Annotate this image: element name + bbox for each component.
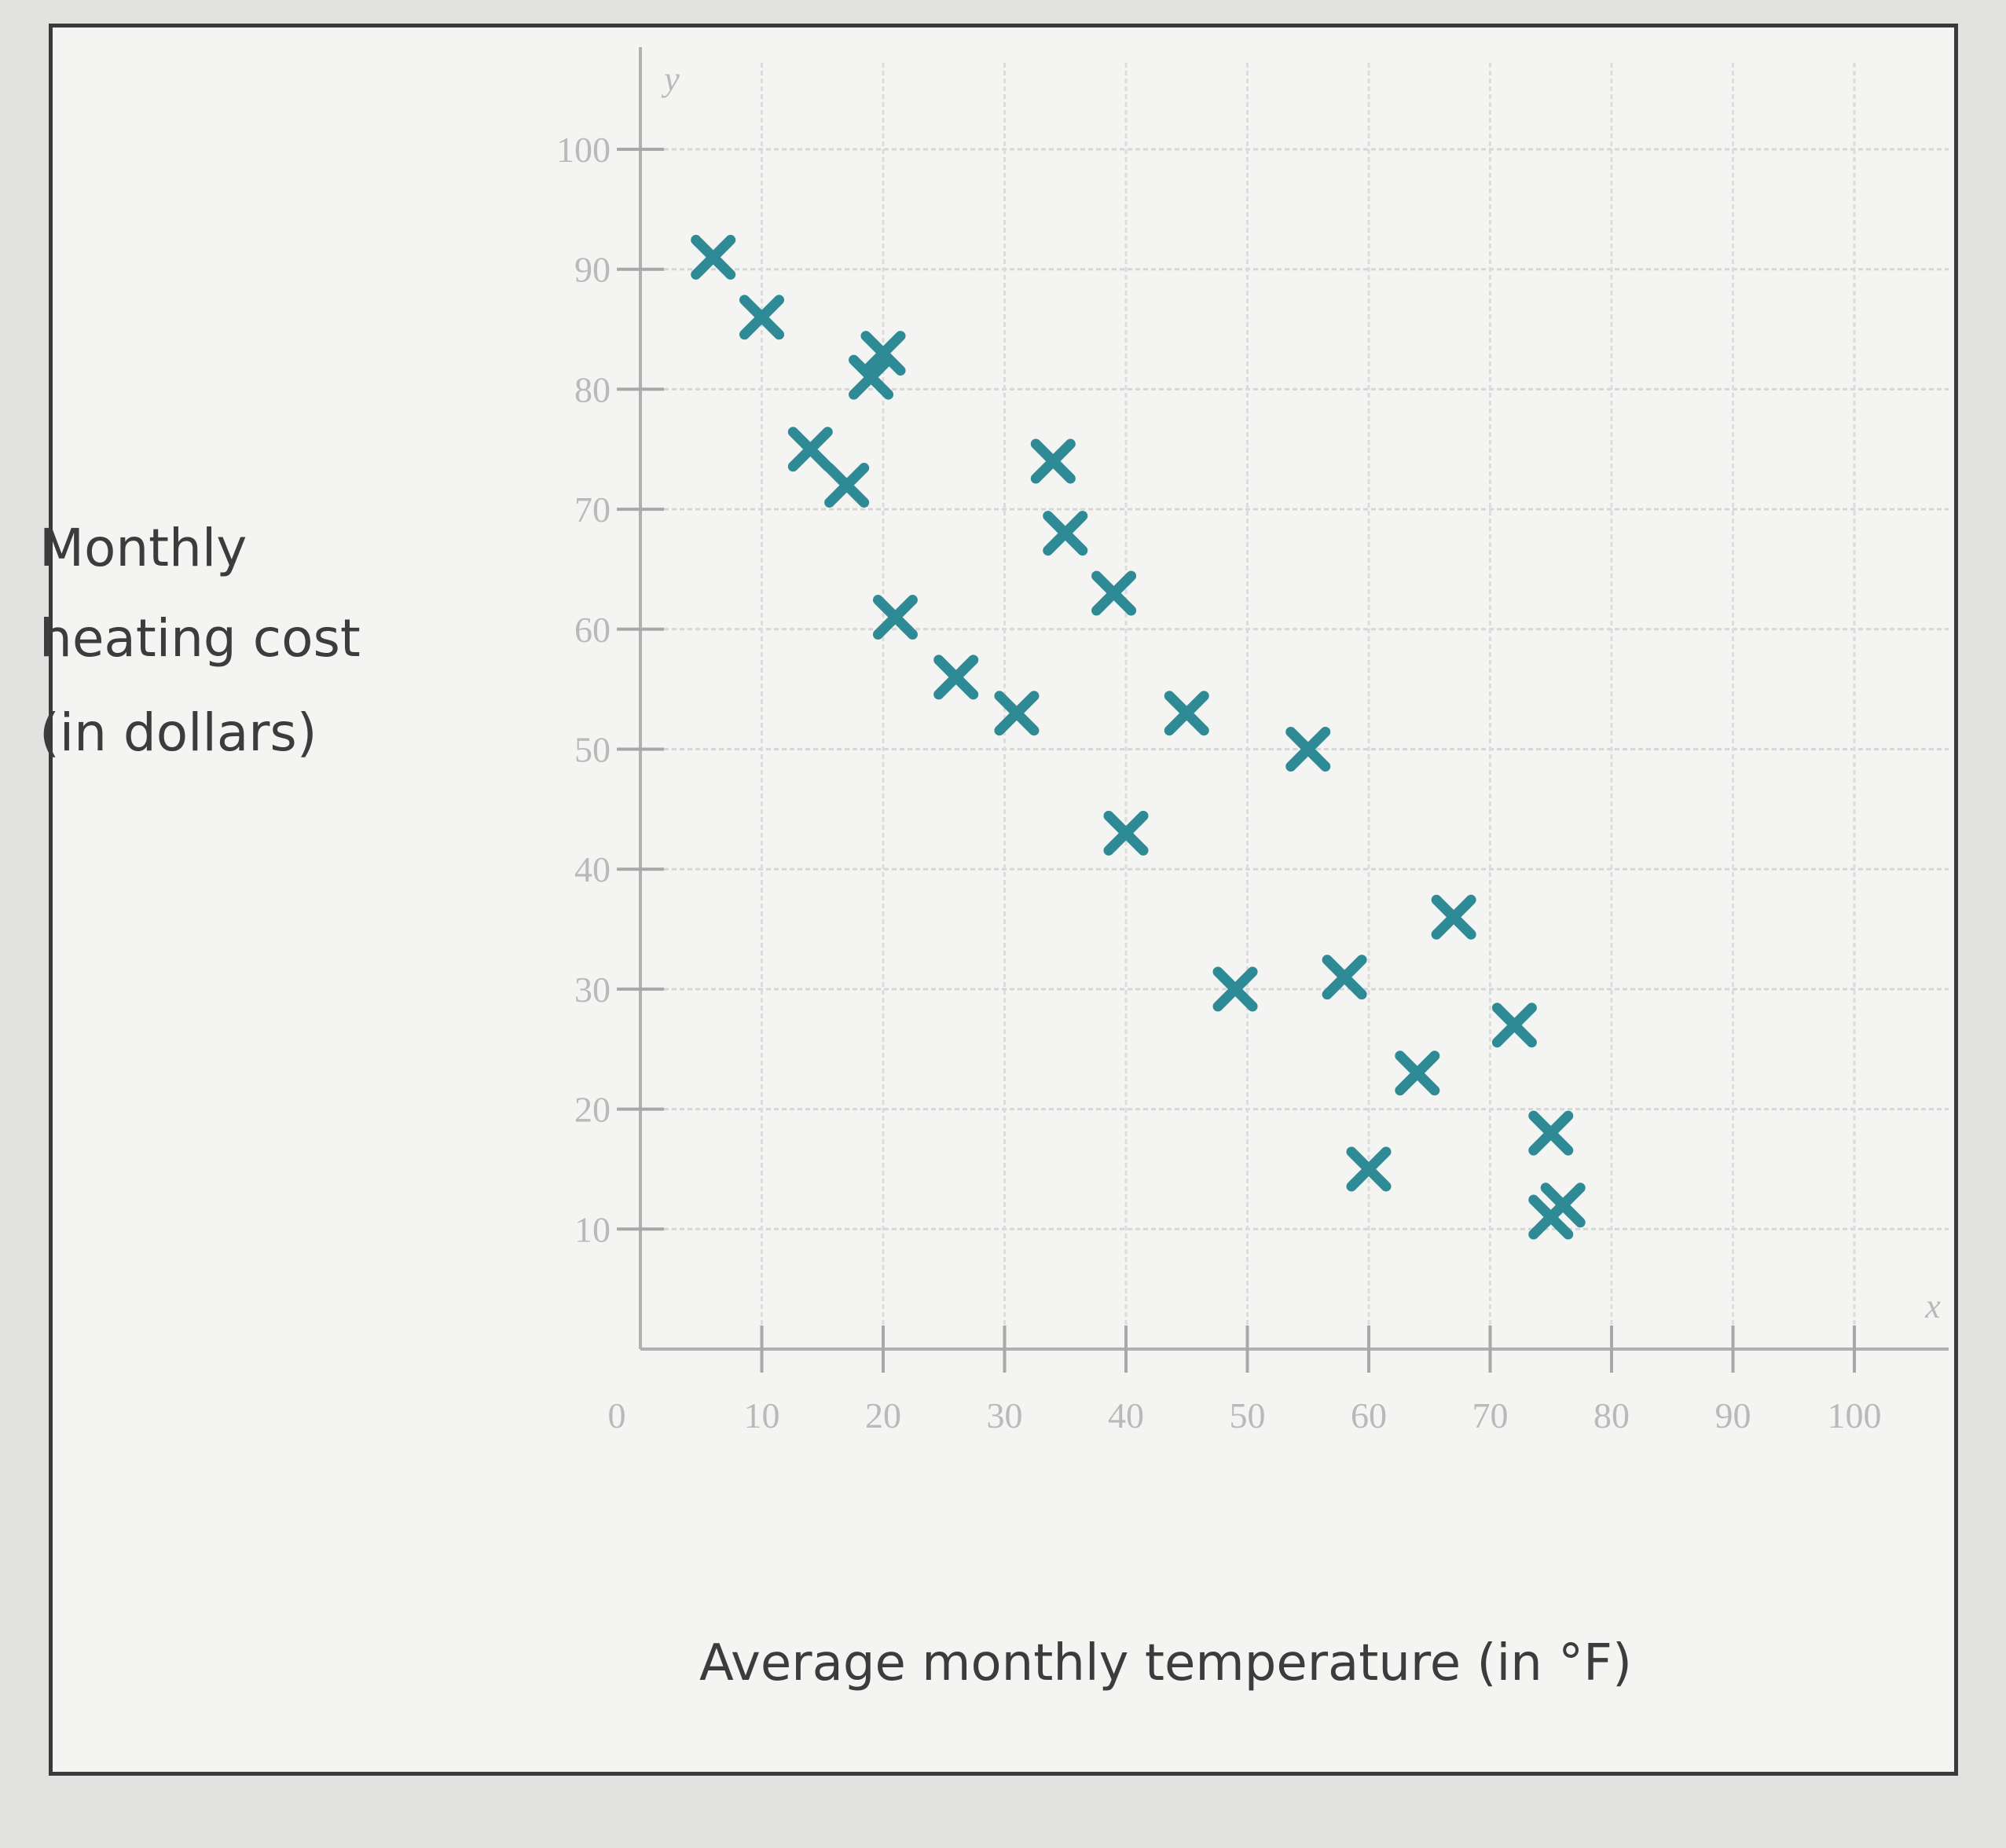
data-point-stroke — [1528, 1110, 1574, 1156]
x-axis-letter: x — [1924, 1287, 1941, 1326]
data-point-stroke — [1103, 810, 1149, 856]
data-point-stroke — [1030, 438, 1076, 484]
data-point-stroke — [1285, 727, 1331, 772]
data-point-19 — [1395, 1050, 1440, 1096]
data-point-3 — [787, 427, 833, 472]
data-point-stroke — [1491, 1003, 1537, 1048]
data-point-24 — [1540, 1182, 1586, 1228]
x-tick-label-70: 70 — [1472, 1395, 1509, 1436]
axes — [617, 47, 1949, 1373]
data-point-stroke — [872, 595, 918, 640]
x-tick-label-10: 10 — [744, 1395, 780, 1436]
data-point-7 — [872, 595, 918, 640]
data-point-1 — [691, 234, 736, 280]
data-point-stroke — [1322, 955, 1367, 1000]
data-point-stroke — [1540, 1182, 1586, 1228]
data-point-5 — [849, 354, 894, 400]
data-point-stroke — [1212, 966, 1258, 1012]
data-point-stroke — [1043, 511, 1088, 556]
data-point-stroke — [739, 295, 784, 340]
tick-labels: 10 20 30 40 50 60 70 80 90 100 10 20 30 40 50 60 70 80 90 1… — [556, 60, 1941, 1436]
data-point-21 — [1491, 1003, 1537, 1048]
y-tick-label-10: 10 — [574, 1209, 611, 1249]
data-point-8 — [933, 654, 979, 700]
data-point-stroke — [787, 427, 833, 472]
y-axis-label-line-1: Monthly — [39, 518, 248, 578]
data-point-6 — [860, 331, 906, 376]
y-tick-label-20: 20 — [574, 1090, 611, 1130]
data-point-14 — [1164, 691, 1209, 736]
grid — [640, 63, 1949, 1349]
data-point-17 — [1322, 955, 1367, 1000]
data-point-15 — [1212, 966, 1258, 1012]
y-tick-label-100: 100 — [556, 130, 611, 170]
data-point-9 — [994, 691, 1040, 736]
data-point-20 — [1431, 894, 1476, 940]
data-point-stroke — [1395, 1050, 1440, 1096]
y-tick-label-40: 40 — [574, 849, 611, 889]
y-tick-label-80: 80 — [574, 369, 611, 409]
data-point-stroke — [1431, 894, 1476, 940]
data-point-18 — [1346, 1146, 1392, 1192]
x-tick-label-40: 40 — [1108, 1395, 1144, 1436]
x-tick-label-30: 30 — [987, 1395, 1023, 1436]
x-tick-label-20: 20 — [865, 1395, 901, 1436]
data-point-stroke — [1346, 1146, 1392, 1192]
data-point-stroke — [933, 654, 979, 700]
data-points — [691, 234, 1586, 1240]
y-tick-label-30: 30 — [574, 970, 611, 1010]
data-point-4 — [824, 463, 870, 508]
x-axis-label: Average monthly temperature (in °F) — [699, 1634, 1632, 1692]
x-tick-label-80: 80 — [1593, 1395, 1630, 1436]
y-tick-label-60: 60 — [574, 610, 611, 650]
origin-label: 0 — [608, 1395, 626, 1436]
y-axis-label-line-3: (in dollars) — [39, 702, 317, 763]
data-point-2 — [739, 295, 784, 340]
data-point-22 — [1528, 1110, 1574, 1156]
x-tick-label-90: 90 — [1715, 1395, 1751, 1436]
data-point-stroke — [860, 331, 906, 376]
data-point-13 — [1103, 810, 1149, 856]
y-axis-letter: y — [661, 60, 680, 98]
data-point-10 — [1030, 438, 1076, 484]
data-point-stroke — [994, 691, 1040, 736]
data-point-stroke — [824, 463, 870, 508]
x-tick-label-60: 60 — [1351, 1395, 1387, 1436]
data-point-stroke — [1164, 691, 1209, 736]
x-tick-label-100: 100 — [1828, 1395, 1882, 1436]
data-point-11 — [1043, 511, 1088, 556]
y-tick-label-50: 50 — [574, 730, 611, 770]
data-point-stroke — [691, 234, 736, 280]
y-tick-label-70: 70 — [574, 490, 611, 530]
data-point-12 — [1091, 570, 1137, 616]
data-point-16 — [1285, 727, 1331, 772]
data-point-stroke — [1091, 570, 1137, 616]
x-tick-label-50: 50 — [1230, 1395, 1266, 1436]
y-tick-label-90: 90 — [574, 250, 611, 290]
data-point-stroke — [849, 354, 894, 400]
y-axis-label-line-2: heating cost — [39, 608, 361, 669]
